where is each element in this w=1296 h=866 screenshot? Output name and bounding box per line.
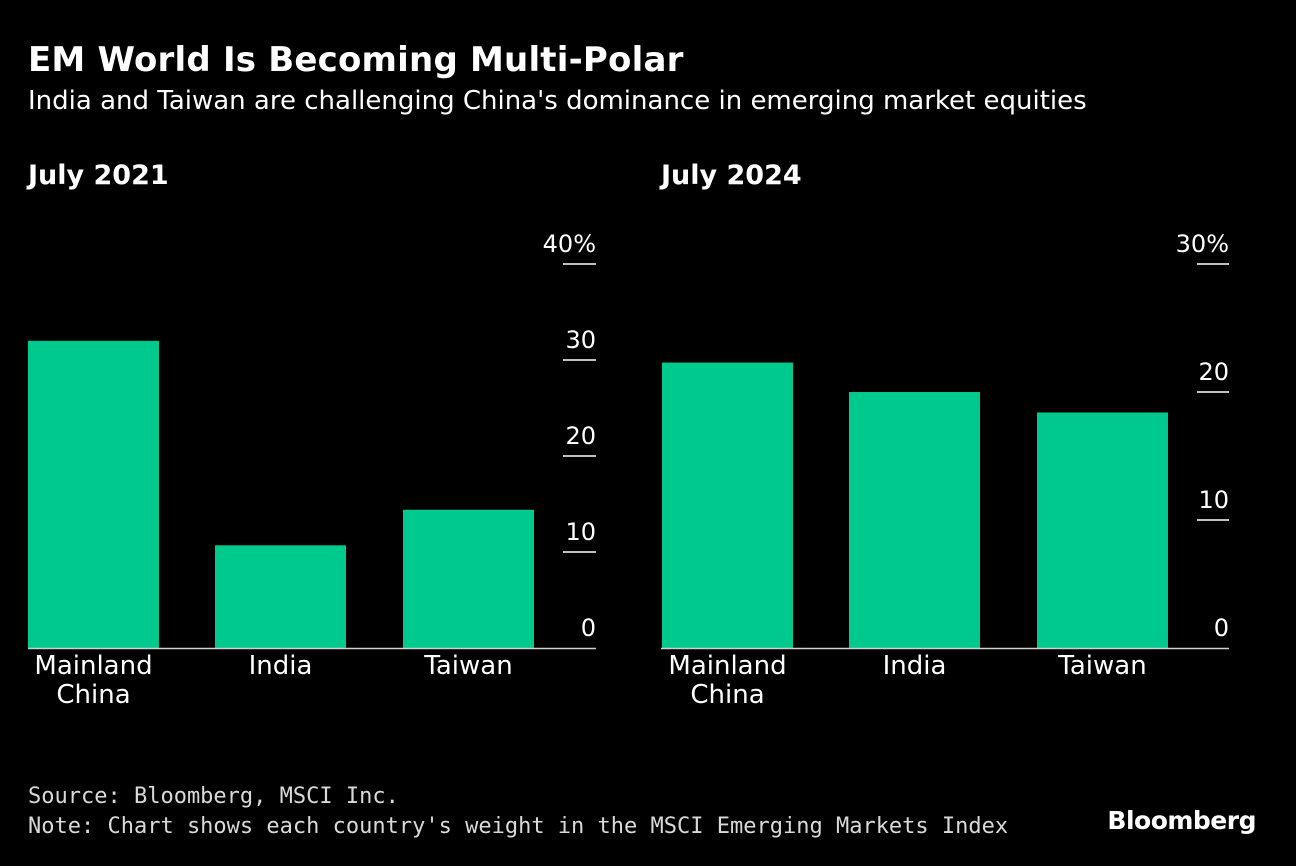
bar-2024-mainland-china [662,362,793,648]
y-tick-label-2024-0: 0 [1214,614,1229,642]
bar-2024-taiwan [1037,412,1168,648]
category-label-2021-1-0: India [249,651,313,681]
bloomberg-logo: Bloomberg [1107,806,1256,835]
bar-2021-taiwan [403,509,534,648]
bar-2021-mainland-china [28,340,159,648]
category-label-2021-2-0: Taiwan [423,651,512,681]
bar-2024-india [849,392,980,648]
footnote: Note: Chart shows each country's weight … [28,814,1009,839]
chart-subtitle: India and Taiwan are challenging China's… [28,86,1087,116]
category-label-2021-0-1: China [56,680,130,710]
y-tick-label-2024-30: 30% [1176,230,1229,258]
y-tick-label-2021-20: 20 [565,422,596,450]
category-label-2024-0-1: China [690,680,764,710]
category-label-2024-1-0: India [883,651,947,681]
category-label-2024-2-0: Taiwan [1057,651,1146,681]
y-tick-label-2021-10: 10 [565,518,596,546]
y-tick-label-2024-10: 10 [1198,486,1229,514]
category-label-2024-0-0: Mainland [668,651,786,681]
source-note: Source: Bloomberg, MSCI Inc. [28,784,399,809]
y-tick-label-2021-30: 30 [565,326,596,354]
category-label-2021-0-0: Mainland [34,651,152,681]
y-tick-label-2021-0: 0 [581,614,596,642]
y-tick-label-2021-40: 40% [543,230,596,258]
chart-title: EM World Is Becoming Multi-Polar [28,40,684,80]
bar-2021-india [215,545,346,648]
y-tick-label-2024-20: 20 [1198,358,1229,386]
panel-title-2021: July 2021 [28,160,169,191]
panel-title-2024: July 2024 [661,160,802,191]
